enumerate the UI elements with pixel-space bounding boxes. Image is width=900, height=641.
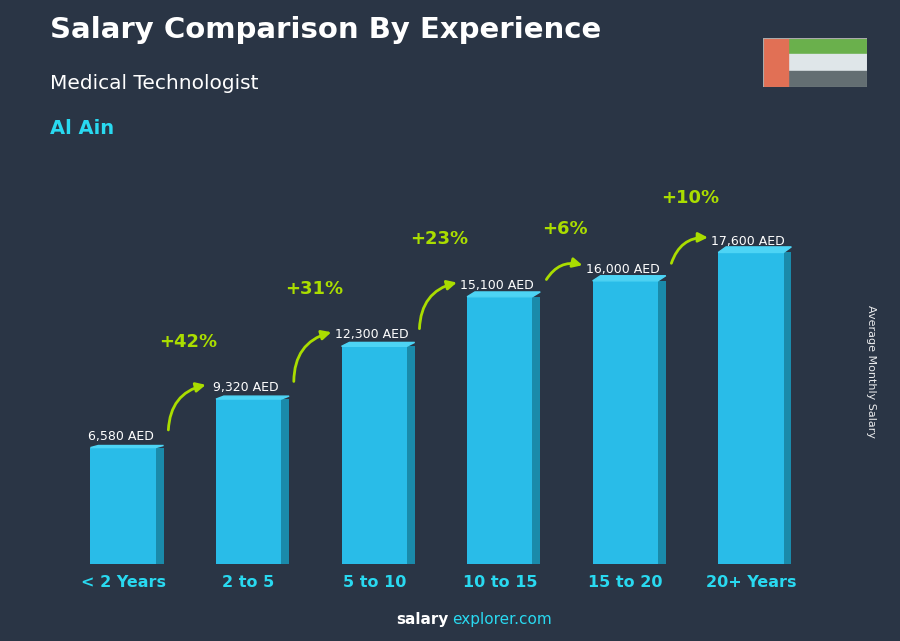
Text: 9,320 AED: 9,320 AED (213, 381, 279, 394)
Text: +31%: +31% (285, 279, 343, 297)
Polygon shape (718, 247, 791, 253)
Text: 16,000 AED: 16,000 AED (586, 263, 660, 276)
Text: 12,300 AED: 12,300 AED (335, 328, 409, 342)
Bar (763, 54, 867, 71)
Bar (156, 447, 164, 564)
Text: 17,600 AED: 17,600 AED (712, 235, 785, 247)
Text: Average Monthly Salary: Average Monthly Salary (866, 305, 877, 438)
Bar (718, 253, 784, 564)
Polygon shape (593, 276, 666, 281)
Text: +10%: +10% (662, 189, 720, 207)
Bar (467, 297, 533, 564)
Bar (533, 297, 540, 564)
Bar (407, 346, 415, 564)
Bar (784, 253, 791, 564)
Text: explorer.com: explorer.com (452, 612, 552, 627)
Text: 15,100 AED: 15,100 AED (461, 279, 534, 292)
Bar (763, 38, 788, 87)
Text: +23%: +23% (410, 230, 469, 249)
Polygon shape (341, 342, 415, 346)
Bar (90, 447, 156, 564)
Text: +42%: +42% (159, 333, 218, 351)
Polygon shape (467, 292, 540, 297)
Text: Al Ain: Al Ain (50, 119, 113, 138)
Bar (658, 281, 666, 564)
Text: +6%: +6% (542, 219, 588, 238)
Polygon shape (90, 445, 164, 447)
Bar (593, 281, 658, 564)
Bar (763, 38, 867, 54)
Polygon shape (216, 396, 289, 399)
Bar (763, 71, 867, 87)
Text: Salary Comparison By Experience: Salary Comparison By Experience (50, 16, 601, 44)
Text: salary: salary (396, 612, 448, 627)
Bar (341, 346, 407, 564)
Text: 6,580 AED: 6,580 AED (87, 429, 154, 443)
Text: Medical Technologist: Medical Technologist (50, 74, 258, 93)
Bar (216, 399, 282, 564)
Bar (282, 399, 289, 564)
